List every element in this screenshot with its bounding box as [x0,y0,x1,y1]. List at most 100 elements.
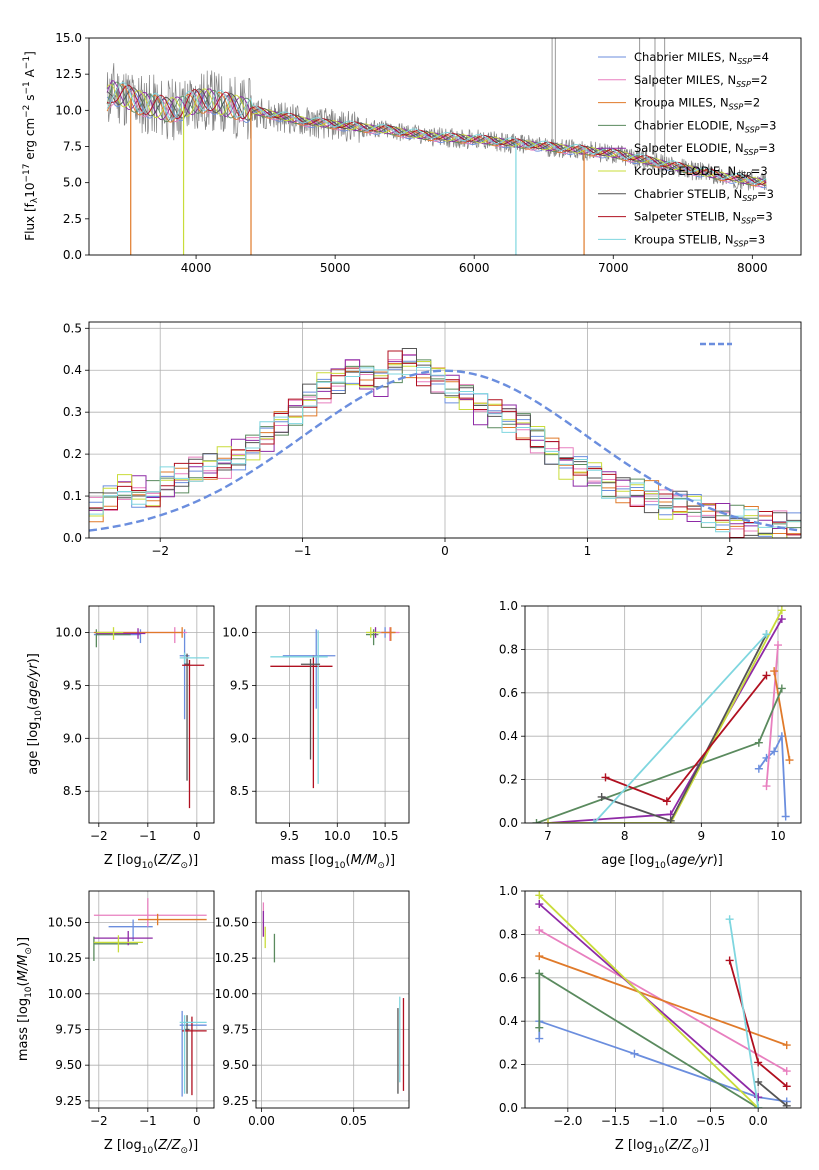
mass_vs_ebv-xtick-label: 0.05 [340,1114,367,1128]
weight_vs_age-series-line [765,645,779,787]
residuals-ytick-label: 0.2 [63,447,82,461]
weight_vs_age-marker [762,671,771,680]
spectrum-xtick-label: 5000 [320,261,351,275]
age_vs_Z-xtick-label: −2 [90,829,108,843]
label-part: Z/Z [668,1138,692,1153]
mass_vs_ebv-frame [255,890,410,1109]
weight_vs_age-marker [777,606,786,615]
weight_vs_Z-marker [754,1077,763,1086]
weight_vs_age-xtick-label: 10 [770,829,785,843]
spectrum-model-line [106,87,767,186]
mass_vs_ebv-axes: 0.00 0.05 9.25 9.50 9.75 10.00 10.25 10.50 [215,890,410,1128]
spectrum-ytick-label: 10.0 [55,103,82,117]
label-part: Z [log [104,1138,142,1153]
mass_vs_Z-grid [89,891,214,1108]
residuals-xtick-label: 0 [441,544,449,558]
label-part: )] [188,1138,198,1153]
weight_vs_age-axes: 7 8 9 10 0.0 0.2 0.4 0.6 0.8 1.0 [499,599,802,843]
spectrum-ytick-label: 12.5 [55,67,82,81]
spectrum-ytick-label: 15.0 [55,31,82,45]
weight_vs_Z-ytick-label: 0.4 [499,1014,518,1028]
mass-vs-Z-xlabel: Z [log10(Z/Z⊙)] [104,1138,198,1156]
gaussian-curve [89,369,801,532]
legend-label: Salpeter STELIB, NSSP=3 [634,210,773,226]
age_vs_mass-data [270,627,400,789]
residuals-xtick-label: 1 [584,544,592,558]
weight_vs_Z-marker [782,1067,791,1076]
spectrum-ytick-label: 7.5 [63,140,82,154]
residuals-ytick-label: 0.5 [63,321,82,335]
label-part: M/M [351,853,378,868]
legend-label-sub: SSP [742,194,757,203]
weight_vs_age-frame [524,605,802,824]
label-part: )] [188,853,198,868]
label-part: ( [153,1138,158,1153]
weight_vs_Z-axes: −2.0 −1.5 −1.0 −0.5 0.0 0.0 0.2 0.4 0.6 0.8 1.0 [499,884,802,1128]
label-part: 10 [23,183,37,198]
label-part: ( [346,853,351,868]
legend-label-sub: SSP [745,125,760,134]
weight_vs_age-marker [666,816,675,823]
weight_vs_Z-ytick-label: 0.6 [499,971,518,985]
residuals-ytick-label: 0.0 [63,531,82,545]
weight_vs_Z-marker [535,969,544,978]
residuals-xtick-label: 2 [726,544,734,558]
legend-label: Kroupa ELODIE, NSSP=3 [634,164,768,180]
weight_vs_age-marker [601,773,610,782]
weight_vs_Z-ytick-label: 0.8 [499,927,518,941]
legend-label-main: Salpeter STELIB, N [634,210,741,224]
weight_vs_Z-marker [535,952,544,961]
spectrum-ytick-label: 5.0 [63,176,82,190]
weight_vs_age-marker [662,797,671,806]
age_vs_mass-xtick-label: 10.5 [372,829,399,843]
weight_vs_Z-series-line [538,894,759,1108]
legend-label-tail: =4 [752,50,769,64]
spectrum-xtick-label: 4000 [181,261,212,275]
age_vs_Z-xtick-label: −1 [139,829,157,843]
legend-label-main: Chabrier STELIB, N [634,187,742,201]
mass-vs-Z-ylabel: mass [log10(M/M⊙)] [16,937,34,1061]
weight_vs_age-marker [544,819,552,823]
spectrum-xtick-label: 8000 [737,261,768,275]
legend-label-main: Salpeter MILES, N [634,73,736,87]
spectrum-xtick-label: 7000 [598,261,629,275]
age_vs_mass-ytick-label: 9.0 [230,731,249,745]
weight_vs_age-marker [774,641,782,650]
legend-label-tail: =3 [756,210,773,224]
weight_vs_age-marker [777,615,786,624]
weight_vs_Z-marker [782,1041,791,1050]
age_vs_mass-ytick-label: 10.0 [222,625,249,639]
age_vs_Z-axes: −2 −1 0 8.5 9.0 9.5 10.0 [55,605,215,843]
mass_vs_Z-ytick-label: 10.00 [48,987,82,1001]
weight_vs_age-series-line [593,633,768,823]
legend-label-tail: =3 [760,118,777,132]
label-part: ⊙ [24,947,34,955]
weight_vs_age-series-line [773,670,791,761]
label-part: ( [153,853,158,868]
legend-label-tail: =2 [743,96,760,110]
label-part: 10 [334,861,346,871]
label-part: −1 [22,56,32,69]
legend-label-tail: =2 [751,73,768,87]
spectrum-frame [88,37,802,256]
label-part: ⊙ [180,861,188,871]
weight_vs_age-marker [754,764,763,773]
mass_vs_ebv-grid [256,891,409,1108]
label-part: )] [713,853,723,868]
mass_vs_Z-xtick-label: −2 [90,1114,108,1128]
residuals-histogram-step [89,366,801,533]
residuals-histogram-step [89,348,801,536]
label-part: age [log [26,722,41,775]
mass_vs_Z-axes: −2 −1 0 9.25 9.50 9.75 10.00 10.25 10.50 [48,890,215,1128]
legend-label-tail: =3 [757,187,774,201]
label-part: )] [26,653,41,663]
label-part: s [23,95,37,105]
label-part: λ [30,197,40,203]
age-vs-Z-xlabel: Z [log10(Z/Z⊙)] [104,853,198,871]
label-part: age/yr [26,662,41,705]
legend-label-sub: SSP [737,57,752,66]
legend-label-main: Chabrier ELODIE, N [634,118,745,132]
residuals-axes: −2 −1 0 1 2 0.0 0.1 0.2 0.3 0.4 0.5 [63,321,802,558]
label-part: )] [385,853,395,868]
label-part: mass [log [271,853,334,868]
